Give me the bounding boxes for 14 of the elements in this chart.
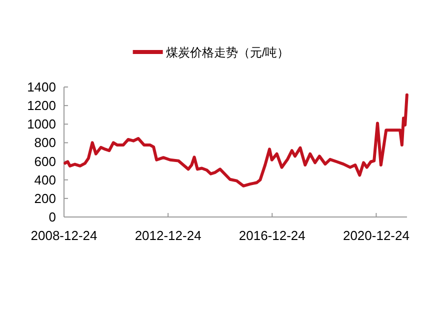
y-tick-label: 0 — [48, 210, 56, 224]
x-tick-label: 2008-12-24 — [30, 228, 98, 243]
x-tick-label: 2012-12-24 — [134, 228, 202, 243]
x-tick-label: 2016-12-24 — [238, 228, 306, 243]
y-tick-label: 1400 — [27, 80, 56, 94]
y-tick-label: 1200 — [27, 98, 56, 114]
legend: 煤炭价格走势（元/吨） — [132, 46, 290, 60]
y-tick-label: 1000 — [27, 116, 56, 132]
y-tick-label: 400 — [34, 172, 56, 188]
y-tick-label: 600 — [34, 154, 56, 169]
y-tick-label: 800 — [34, 135, 56, 150]
y-tick-label: 200 — [34, 190, 56, 206]
x-tick-label: 2020-12-24 — [342, 228, 410, 243]
legend-label: 煤炭价格走势（元/吨） — [166, 46, 290, 60]
